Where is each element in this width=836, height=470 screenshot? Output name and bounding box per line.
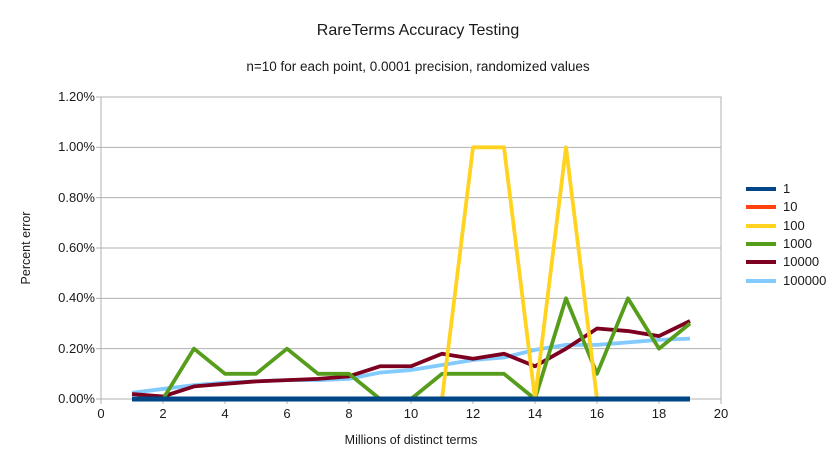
y-tick-label: 1.00% (58, 139, 95, 155)
legend-item-100000: 100000 (746, 271, 826, 289)
legend-swatch (746, 260, 776, 265)
legend-swatch (746, 205, 776, 210)
legend-label: 100 (783, 217, 805, 233)
x-tick-label: 16 (589, 406, 605, 421)
x-tick-label: 20 (713, 406, 729, 421)
legend-swatch (746, 278, 776, 283)
legend-label: 10000 (783, 254, 820, 270)
series-line-10000 (131, 319, 691, 399)
series-line-100 (132, 145, 690, 401)
y-tick-label: 0.40% (58, 290, 95, 306)
legend-label: 1000 (783, 236, 812, 252)
legend-item-10000: 10000 (746, 253, 826, 271)
legend-swatch (746, 223, 776, 228)
legend-label: 100000 (783, 272, 827, 288)
legend-swatch (746, 242, 776, 247)
x-tick-label: 10 (403, 406, 419, 421)
legend-item-10: 10 (746, 198, 826, 216)
y-tick-label: 1.20% (58, 89, 95, 104)
x-tick-label: 12 (465, 406, 481, 421)
chart-subtitle: n=10 for each point, 0.0001 precision, r… (246, 59, 590, 74)
x-tick-label: 18 (651, 406, 667, 421)
y-axis-title: Percent error (19, 211, 33, 285)
x-tick-label: 6 (283, 406, 291, 421)
y-tick-label: 0.00% (58, 391, 95, 406)
legend-swatch (746, 187, 776, 192)
legend-label: 1 (783, 181, 791, 197)
legend-item-1: 1 (746, 180, 826, 198)
x-axis-title: Millions of distinct terms (344, 433, 478, 447)
y-tick-label: 0.60% (58, 240, 95, 255)
y-tick-label: 0.80% (58, 189, 95, 205)
legend: 1 10 100 1000 10000 100000 (746, 180, 826, 290)
x-tick-label: 0 (97, 406, 105, 421)
x-tick-label: 2 (159, 406, 167, 421)
legend-label: 10 (783, 199, 798, 215)
legend-item-100: 100 (746, 217, 826, 235)
legend-item-1000: 1000 (746, 235, 826, 253)
x-tick-label: 4 (221, 406, 229, 421)
x-tick-label: 14 (527, 406, 543, 421)
chart-title: RareTerms Accuracy Testing (316, 22, 520, 39)
y-tick-label: 0.20% (58, 340, 95, 356)
x-tick-label: 8 (345, 406, 353, 421)
